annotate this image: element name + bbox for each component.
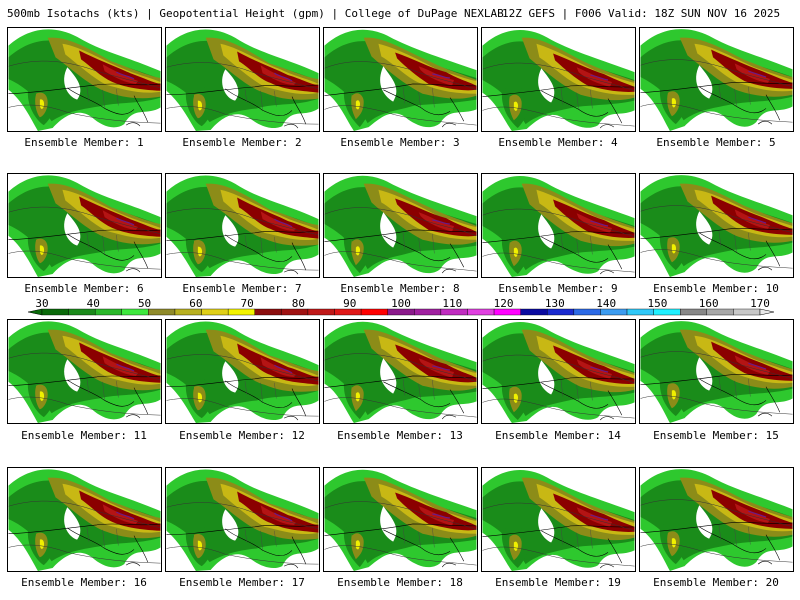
colorbar-tick-label: 40 [87, 298, 100, 310]
colorbar-swatch [626, 308, 654, 316]
colorbar-swatch [493, 308, 521, 316]
colorbar-tick-label: 60 [189, 298, 202, 310]
colorbar-swatch [414, 308, 442, 316]
ensemble-map-panel [323, 173, 478, 278]
ensemble-map-panel [323, 319, 478, 424]
colorbar-tick-label: 160 [699, 298, 719, 310]
colorbar-swatch [573, 308, 601, 316]
colorbar-swatch [733, 308, 761, 316]
ensemble-member-label: Ensemble Member: 3 [340, 136, 460, 149]
header-run-info: 12Z GEFS | F006 Valid: 18Z SUN NOV 16 20… [502, 7, 781, 20]
colorbar-swatch [520, 308, 548, 316]
colorbar-swatch [680, 308, 708, 316]
colorbar-swatch [254, 308, 282, 316]
ensemble-map-panel [165, 467, 320, 572]
ensemble-member-label: Ensemble Member: 4 [498, 136, 618, 149]
colorbar-tick-label: 30 [35, 298, 48, 310]
colorbar-tick-label: 50 [138, 298, 151, 310]
colorbar-swatch [440, 308, 468, 316]
header-title: 500mb Isotachs (kts) | Geopotential Heig… [7, 7, 504, 20]
colorbar-swatch [148, 308, 176, 316]
colorbar-swatch [547, 308, 575, 316]
colorbar-swatch [360, 308, 388, 316]
colorbar-tick-label: 90 [343, 298, 356, 310]
ensemble-map-panel [639, 27, 794, 132]
colorbar-swatch [600, 308, 628, 316]
colorbar-swatch [94, 308, 122, 316]
ensemble-map-panel [323, 27, 478, 132]
ensemble-map-panel [481, 173, 636, 278]
ensemble-member-label: Ensemble Member: 8 [340, 282, 460, 295]
colorbar-swatch [334, 308, 362, 316]
colorbar-swatch [281, 308, 309, 316]
colorbar-tick-label: 100 [391, 298, 411, 310]
ensemble-member-label: Ensemble Member: 1 [24, 136, 144, 149]
ensemble-member-label: Ensemble Member: 16 [21, 576, 147, 589]
colorbar-swatch [121, 308, 149, 316]
colorbar-labels: 30 40 50 60 70 80 90 100 110 120 130 140 150 160 170 [35, 298, 770, 310]
ensemble-member-label: Ensemble Member: 18 [337, 576, 463, 589]
ensemble-map-panel [7, 467, 162, 572]
ensemble-member-label: Ensemble Member: 15 [653, 429, 779, 442]
ensemble-map-panel [639, 319, 794, 424]
colorbar-tick-label: 120 [494, 298, 514, 310]
ensemble-member-label: Ensemble Member: 13 [337, 429, 463, 442]
colorbar-swatch [227, 308, 255, 316]
ensemble-member-label: Ensemble Member: 9 [498, 282, 618, 295]
colorbar-swatch [41, 308, 69, 316]
ensemble-map-panel [7, 27, 162, 132]
colorbar-swatch [467, 308, 495, 316]
colorbar-high-arrow [759, 308, 775, 316]
colorbar-swatch [387, 308, 415, 316]
ensemble-map-panel [165, 319, 320, 424]
colorbar-swatch [653, 308, 681, 316]
ensemble-member-label: Ensemble Member: 10 [653, 282, 779, 295]
colorbar-tick-label: 110 [442, 298, 462, 310]
ensemble-member-label: Ensemble Member: 19 [495, 576, 621, 589]
colorbar-swatch [706, 308, 734, 316]
colorbar-swatch [174, 308, 202, 316]
map-header: 500mb Isotachs (kts) | Geopotential Heig… [0, 0, 800, 24]
ensemble-member-label: Ensemble Member: 14 [495, 429, 621, 442]
colorbar-tick-label: 70 [241, 298, 254, 310]
colorbar-swatch [307, 308, 335, 316]
ensemble-map-panel [481, 319, 636, 424]
ensemble-member-label: Ensemble Member: 20 [653, 576, 779, 589]
ensemble-map-panel [7, 319, 162, 424]
colorbar-swatch [68, 308, 96, 316]
isotach-colorbar: 30 40 50 60 70 80 90 100 110 120 130 140 150 160 170 [27, 298, 775, 316]
colorbar-swatch [201, 308, 229, 316]
ensemble-member-label: Ensemble Member: 7 [182, 282, 302, 295]
ensemble-map-panel [165, 173, 320, 278]
ensemble-member-label: Ensemble Member: 12 [179, 429, 305, 442]
ensemble-map-panel [481, 467, 636, 572]
colorbar-tick-label: 80 [292, 298, 305, 310]
colorbar-tick-label: 140 [596, 298, 616, 310]
ensemble-map-panel [639, 467, 794, 572]
colorbar-tick-label: 150 [647, 298, 667, 310]
ensemble-map-panel [323, 467, 478, 572]
ensemble-member-label: Ensemble Member: 6 [24, 282, 144, 295]
colorbar-tick-label: 170 [750, 298, 770, 310]
ensemble-member-label: Ensemble Member: 11 [21, 429, 147, 442]
ensemble-map-panel [7, 173, 162, 278]
ensemble-map-panel [639, 173, 794, 278]
ensemble-member-label: Ensemble Member: 5 [656, 136, 776, 149]
ensemble-member-label: Ensemble Member: 17 [179, 576, 305, 589]
ensemble-map-panel [165, 27, 320, 132]
colorbar-swatches [27, 308, 775, 316]
ensemble-map-panel [481, 27, 636, 132]
colorbar-tick-label: 130 [545, 298, 565, 310]
ensemble-member-label: Ensemble Member: 2 [182, 136, 302, 149]
